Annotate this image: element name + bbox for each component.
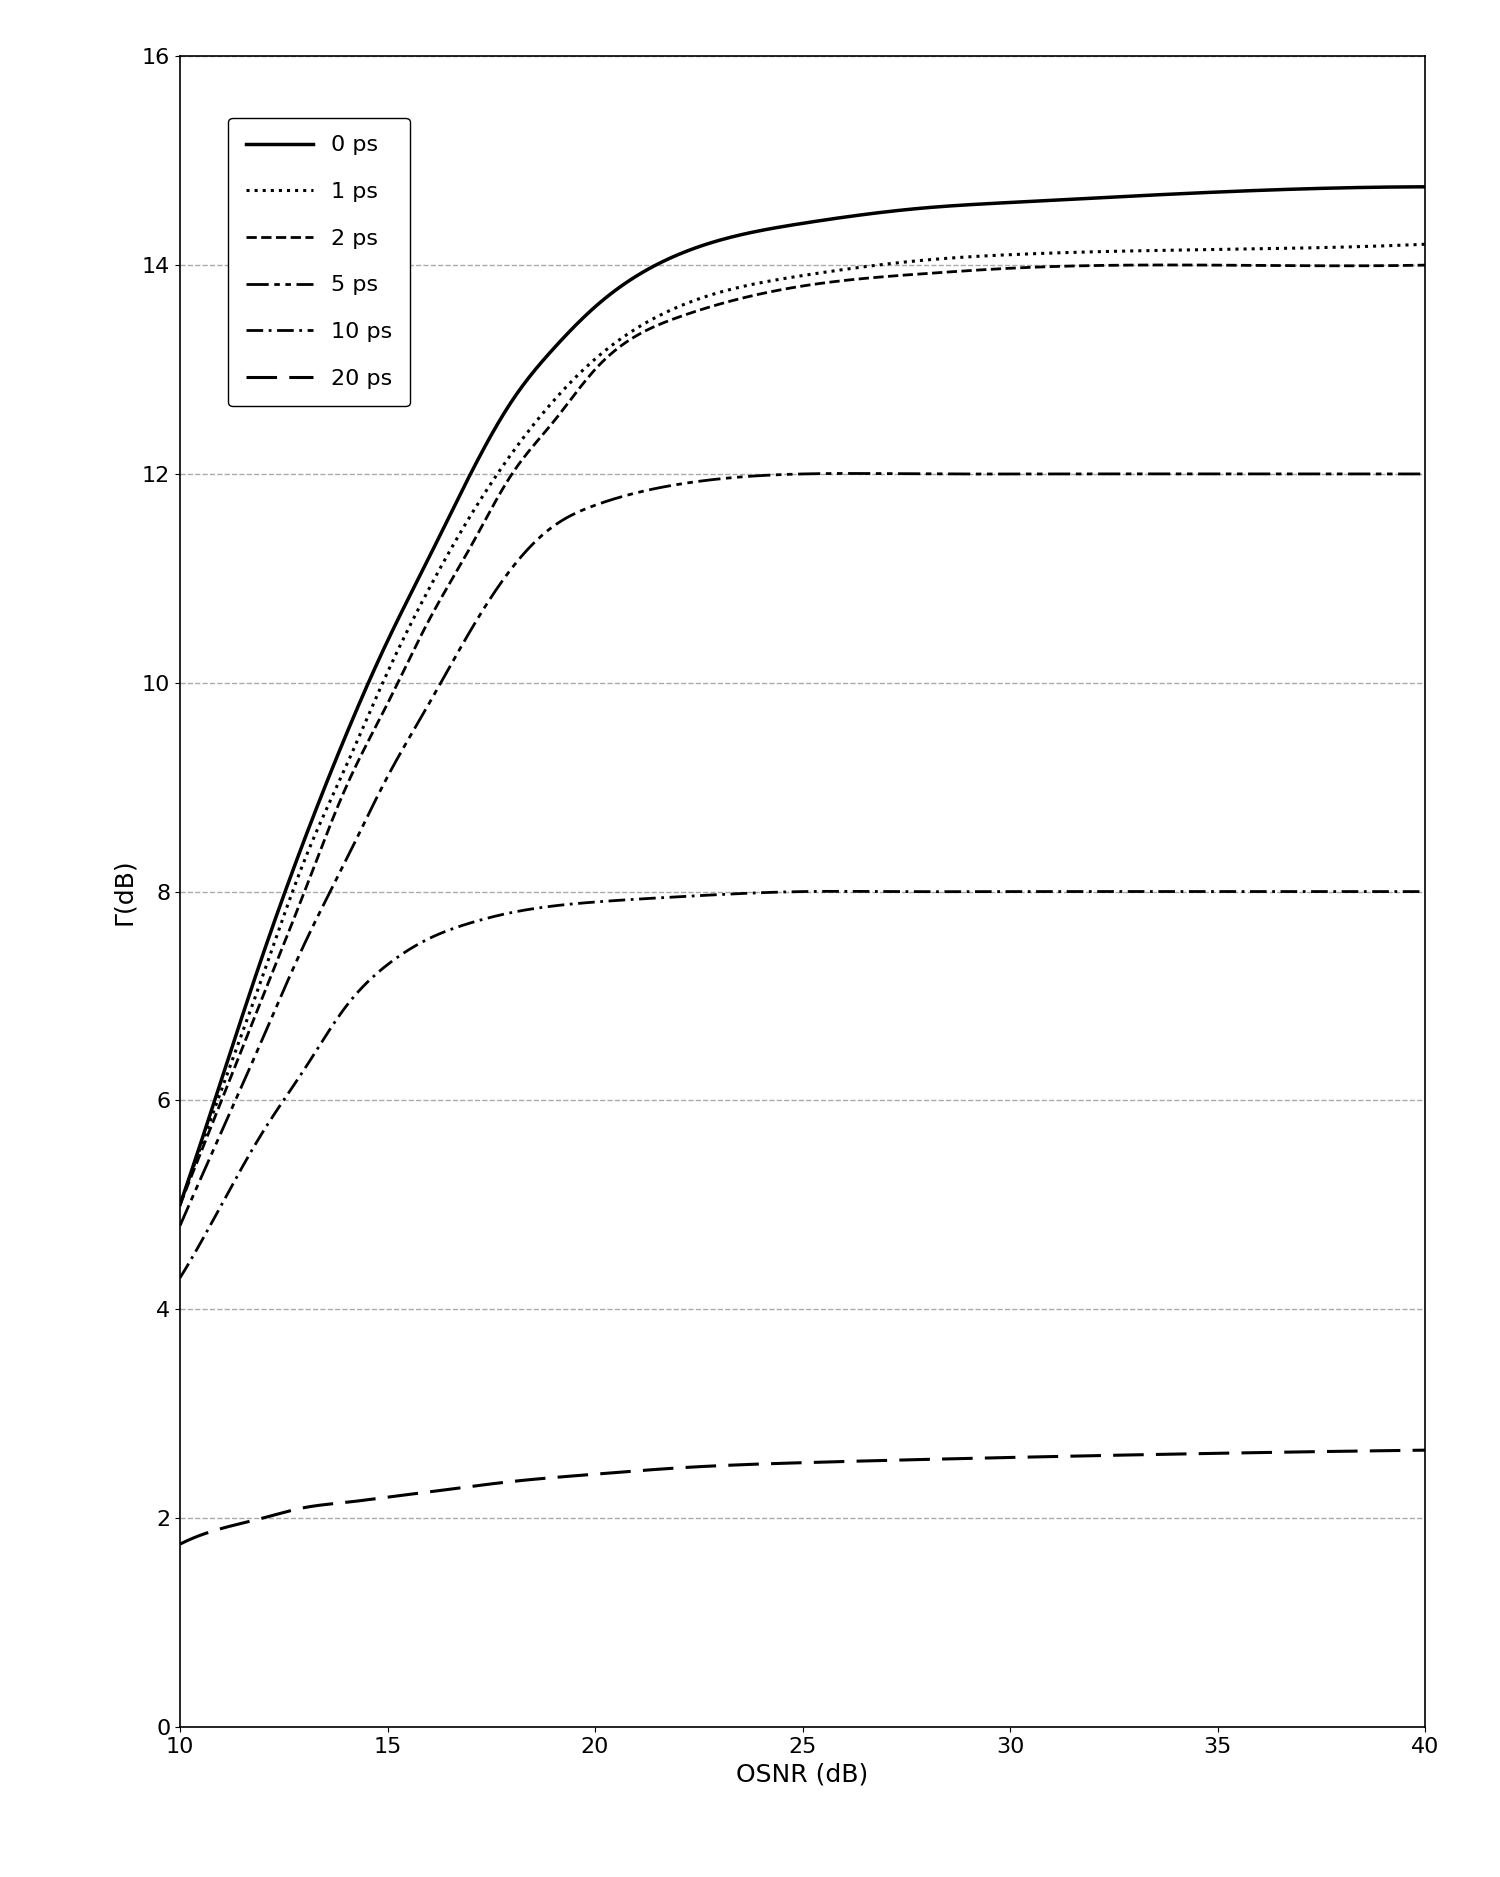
2 ps [735, 287, 753, 310]
5 ps [392, 741, 410, 764]
10 ps [825, 880, 843, 903]
20 ps [904, 1449, 922, 1472]
10 ps [490, 903, 508, 925]
Line: 20 ps: 20 ps [180, 1451, 1425, 1545]
1 ps [904, 250, 922, 272]
10 ps [1416, 880, 1434, 903]
5 ps [490, 572, 508, 595]
0 ps [1108, 186, 1126, 208]
2 ps [1002, 257, 1020, 280]
0 ps [904, 197, 922, 220]
20 ps [1108, 1443, 1126, 1466]
5 ps [735, 465, 753, 488]
20 ps [490, 1472, 508, 1494]
5 ps [1110, 462, 1128, 484]
Line: 2 ps: 2 ps [180, 265, 1425, 1205]
0 ps [392, 603, 410, 625]
10 ps [171, 1267, 189, 1289]
0 ps [1002, 191, 1020, 214]
10 ps [392, 944, 410, 967]
Y-axis label: Γ(dB): Γ(dB) [112, 858, 136, 925]
5 ps [908, 462, 926, 484]
2 ps [171, 1194, 189, 1216]
0 ps [1416, 176, 1434, 199]
20 ps [735, 1453, 753, 1475]
1 ps [392, 634, 410, 657]
2 ps [1416, 253, 1434, 276]
20 ps [392, 1485, 410, 1507]
Line: 1 ps: 1 ps [180, 244, 1425, 1205]
20 ps [171, 1534, 189, 1556]
Line: 5 ps: 5 ps [180, 473, 1425, 1226]
10 ps [735, 882, 753, 905]
10 ps [1005, 880, 1023, 903]
0 ps [490, 409, 508, 432]
5 ps [171, 1214, 189, 1237]
1 ps [490, 458, 508, 481]
5 ps [1005, 462, 1023, 484]
Line: 10 ps: 10 ps [180, 892, 1425, 1278]
2 ps [1158, 253, 1176, 276]
1 ps [1108, 240, 1126, 263]
2 ps [1108, 253, 1126, 276]
1 ps [1002, 244, 1020, 267]
Legend: 0 ps, 1 ps, 2 ps, 5 ps, 10 ps, 20 ps: 0 ps, 1 ps, 2 ps, 5 ps, 10 ps, 20 ps [228, 118, 410, 407]
1 ps [735, 276, 753, 298]
10 ps [1110, 880, 1128, 903]
2 ps [490, 482, 508, 505]
X-axis label: OSNR (dB): OSNR (dB) [736, 1763, 868, 1787]
20 ps [1416, 1440, 1434, 1462]
0 ps [171, 1194, 189, 1216]
20 ps [1002, 1445, 1020, 1468]
Line: 0 ps: 0 ps [180, 188, 1425, 1205]
1 ps [1416, 233, 1434, 255]
2 ps [392, 666, 410, 689]
5 ps [1416, 464, 1434, 486]
0 ps [735, 223, 753, 246]
5 ps [840, 462, 858, 484]
10 ps [908, 880, 926, 903]
1 ps [171, 1194, 189, 1216]
2 ps [904, 263, 922, 285]
